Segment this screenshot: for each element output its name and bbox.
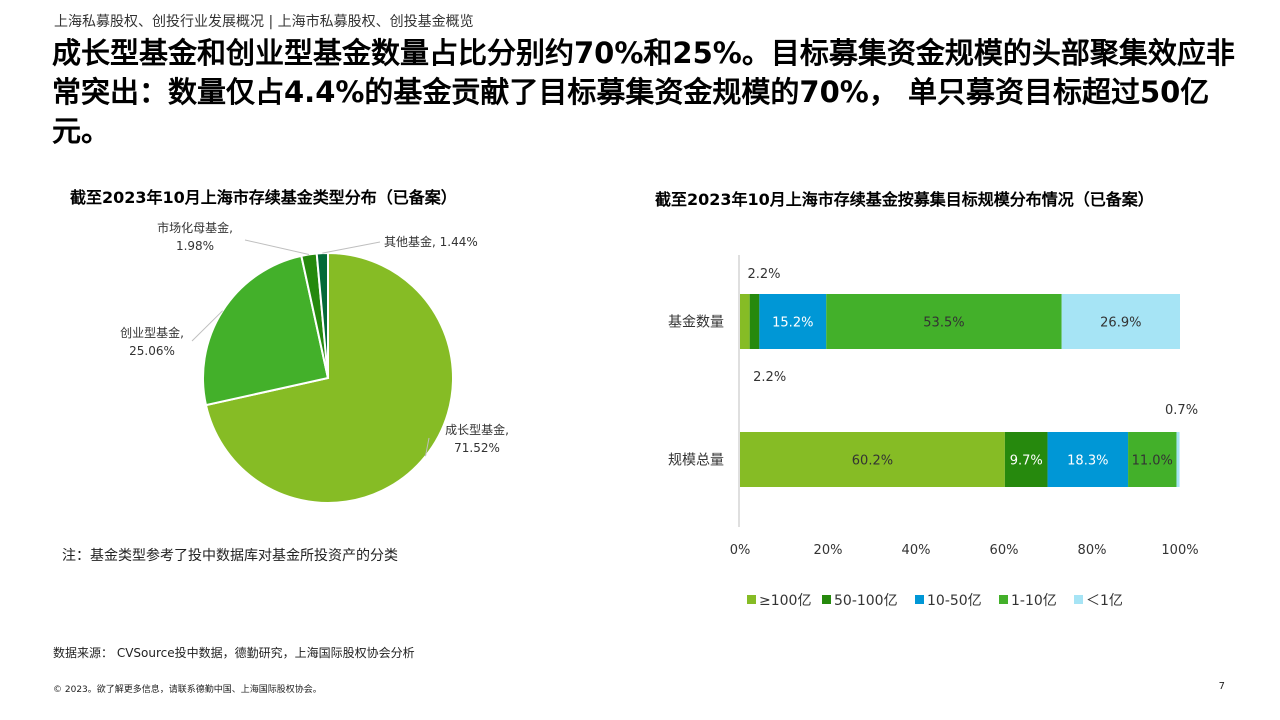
bar-label-0-0: 2.2% <box>747 267 780 282</box>
legend-swatch-4 <box>1074 595 1083 604</box>
x-tick-label-4: 80% <box>1078 543 1107 558</box>
bar-chart-title: 截至2023年10月上海市存续基金按募集目标规模分布情况（已备案） <box>655 190 1154 209</box>
legend-swatch-1 <box>822 595 831 604</box>
breadcrumb: 上海私募股权、创投行业发展概况 | 上海市私募股权、创投基金概览 <box>54 14 474 30</box>
pie-leader-line-2 <box>244 239 310 255</box>
x-tick-label-1: 20% <box>814 543 843 558</box>
x-tick-label-3: 60% <box>990 543 1019 558</box>
bar-segment-0-3 <box>826 294 1062 349</box>
pie-leader-line-0 <box>425 437 430 457</box>
chart-note: 注：基金类型参考了投中数据库对基金所投资产的分类 <box>62 548 398 564</box>
bar-label-1-4: 0.7% <box>1165 403 1198 418</box>
pie-chart-title: 截至2023年10月上海市存续基金类型分布（已备案） <box>70 188 457 207</box>
bar-label-1-0: 60.2% <box>852 454 893 469</box>
bar-label-1-3: 11.0% <box>1132 454 1173 469</box>
fund-type-pie-chart: 成长型基金, 71.52% 创业型基金, 25.06% 市场化母基金, 1.98% 其他基金… <box>120 220 509 504</box>
legend-swatch-2 <box>915 595 924 604</box>
legend-label-3: 1-10亿 <box>1011 593 1057 609</box>
bar-segment-1-3 <box>1128 432 1177 487</box>
bar-label-0-2: 15.2% <box>772 316 813 331</box>
legend-label-1: 50-100亿 <box>834 593 898 609</box>
bar-segment-1-1 <box>1004 432 1048 487</box>
bar-segment-0-0 <box>740 294 750 349</box>
bar-label-0-3: 53.5% <box>923 316 964 331</box>
bar-label-1-2: 18.3% <box>1067 454 1108 469</box>
pie-value-label-2: 1.98% <box>176 239 214 253</box>
pie-label-0: 成长型基金, <box>445 422 509 437</box>
pie-label-3: 其他基金, 1.44% <box>384 234 478 249</box>
x-tick-label-2: 40% <box>902 543 931 558</box>
bar-segment-1-2 <box>1047 432 1129 487</box>
pie-label-1: 创业型基金, <box>120 325 184 340</box>
x-tick-label-5: 100% <box>1161 543 1198 558</box>
bar-segment-1-4 <box>1176 432 1180 487</box>
pie-leader-line-1 <box>191 310 224 342</box>
bar-label-0-1: 2.2% <box>753 370 786 385</box>
category-label-0: 基金数量 <box>668 314 724 331</box>
bar-label-1-1: 9.7% <box>1010 454 1043 469</box>
bar-segment-0-4 <box>1061 294 1180 349</box>
copyright-text: © 2023。欲了解更多信息，请联系德勤中国、上海国际股权协会。 <box>53 685 322 695</box>
legend-swatch-3 <box>999 595 1008 604</box>
category-label-1: 规模总量 <box>668 453 724 469</box>
data-source: 数据来源： CVSource投中数据，德勤研究，上海国际股权协会分析 <box>53 646 415 660</box>
page-number: 7 <box>1218 681 1225 692</box>
bar-label-0-4: 26.9% <box>1100 316 1141 331</box>
pie-value-label-0: 71.52% <box>454 441 500 455</box>
legend-label-4: ＜1亿 <box>1086 593 1123 609</box>
page-title: 成长型基金和创业型基金数量占比分别约70%和25%。目标募集资金规模的头部聚集效… <box>52 36 1235 148</box>
pie-leader-line-3 <box>322 241 381 254</box>
legend-label-2: 10-50亿 <box>927 593 982 609</box>
legend-label-0: ≥100亿 <box>759 593 811 609</box>
bar-segment-0-1 <box>749 294 760 349</box>
bar-segment-1-0 <box>740 432 1005 487</box>
x-tick-label-0: 0% <box>730 543 751 558</box>
pie-value-label-1: 25.06% <box>129 344 175 358</box>
pie-label-2: 市场化母基金, <box>157 220 233 235</box>
bar-segment-0-2 <box>759 294 827 349</box>
legend-swatch-0 <box>747 595 756 604</box>
